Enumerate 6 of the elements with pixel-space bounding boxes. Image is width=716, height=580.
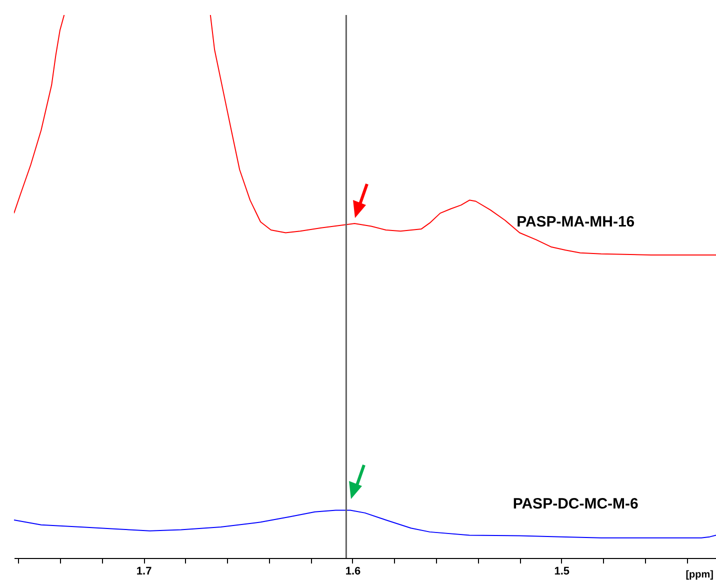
x-tick-label: 1.5 [554,566,570,578]
x-tick-label: 1.7 [136,566,152,578]
x-axis-title: [ppm] [686,570,714,580]
series-label: PASP-DC-MC-M-6 [512,496,638,513]
x-tick-label: 1.6 [345,566,361,578]
series-label: PASP-MA-MH-16 [516,213,635,230]
